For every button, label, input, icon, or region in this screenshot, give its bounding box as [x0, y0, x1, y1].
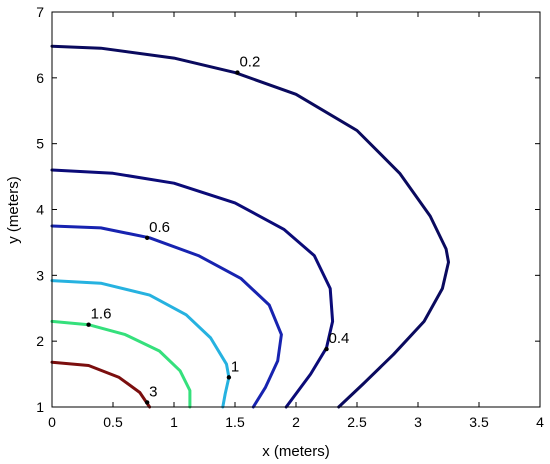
x-tick-label: 2.5	[347, 414, 367, 430]
y-tick-label: 5	[36, 136, 44, 152]
contour-label: 3	[149, 383, 157, 400]
y-tick-label: 2	[36, 333, 44, 349]
x-axis-label: x (meters)	[262, 443, 330, 460]
contour-label-marker	[144, 400, 150, 405]
y-tick-label: 4	[36, 202, 44, 218]
y-tick-label: 6	[36, 70, 44, 86]
contour-label: 0.2	[239, 54, 260, 71]
contour-label: 0.4	[329, 330, 350, 347]
x-tick-label: 3	[414, 414, 422, 430]
y-tick-label: 3	[36, 267, 44, 283]
y-tick-label: 7	[36, 4, 44, 20]
y-axis-label: y (meters)	[5, 176, 22, 244]
contour-label-layer: 0.2 0.4 0.6 1 1.6 3	[86, 54, 349, 405]
x-tick-label: 4	[536, 414, 544, 430]
contour-label: 0.6	[149, 219, 170, 236]
contour-label-marker	[235, 70, 240, 75]
x-tick-label: 0	[48, 414, 56, 430]
contour-label: 1	[231, 358, 239, 375]
x-tick-label: 3.5	[469, 414, 489, 430]
contour-line	[50, 279, 231, 409]
y-tick-label: 1	[36, 399, 44, 415]
x-tick-label: 1	[170, 414, 178, 430]
x-tick-label: 0.5	[103, 414, 123, 430]
contour-label-marker	[86, 322, 91, 327]
x-tick-label: 1.5	[225, 414, 245, 430]
contour-line	[50, 168, 335, 409]
contour-label-marker	[324, 346, 329, 352]
contour-line	[50, 360, 152, 409]
contour-label-marker	[144, 235, 150, 241]
contour-label: 1.6	[91, 306, 112, 323]
x-tick-label: 2	[292, 414, 300, 430]
contour-line	[50, 224, 283, 409]
plot-layer	[50, 44, 450, 409]
contour-label-marker	[226, 375, 232, 380]
tick-layer: 0 0.5 1 1.5 2 2.5 3 3.5 4 1 2 3 4 5 6 7	[36, 4, 544, 430]
contour-line	[50, 44, 450, 409]
